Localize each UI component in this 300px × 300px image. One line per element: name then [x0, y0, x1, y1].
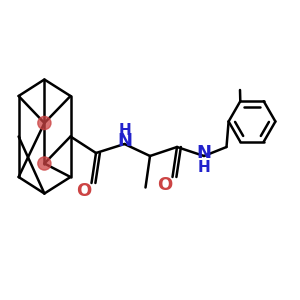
- Text: N: N: [117, 132, 132, 150]
- Circle shape: [38, 116, 51, 130]
- Text: H: H: [118, 123, 131, 138]
- Text: N: N: [196, 144, 211, 162]
- Text: O: O: [76, 182, 92, 200]
- Text: O: O: [158, 176, 172, 194]
- Circle shape: [38, 157, 51, 170]
- Text: H: H: [198, 160, 210, 175]
